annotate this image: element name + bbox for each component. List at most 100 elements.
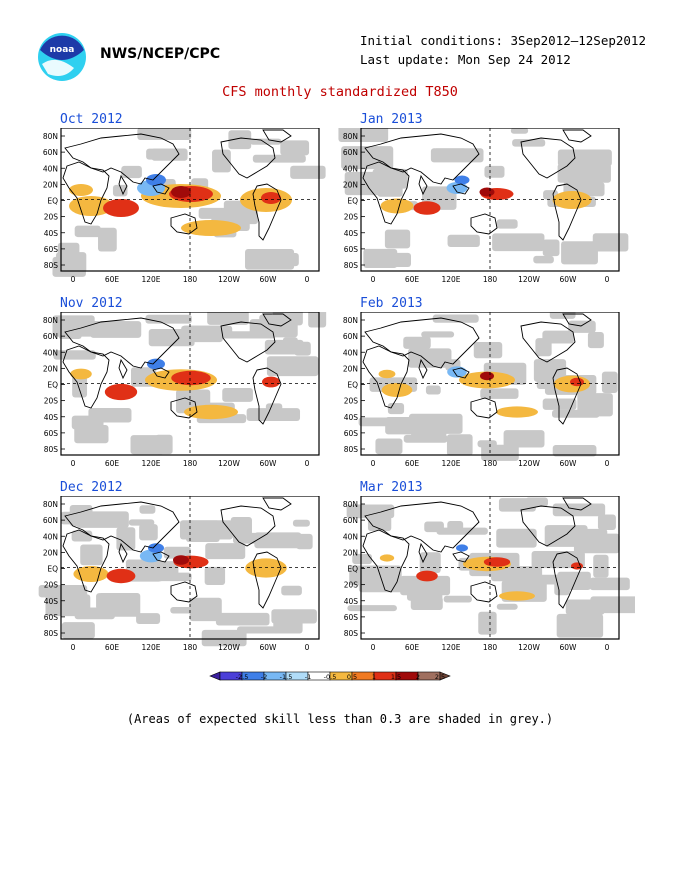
lat-tick-label: 40S — [44, 597, 59, 606]
panel-title: Jan 2013 — [360, 112, 423, 127]
colorbar-label: 1.5 — [391, 673, 401, 681]
lat-tick-label: 20S — [344, 581, 359, 590]
lon-tick-label: 120W — [518, 643, 540, 652]
lat-tick-label: 40S — [344, 229, 359, 238]
lon-tick-label: 0 — [605, 643, 610, 652]
lon-tick-label: 0 — [71, 459, 76, 468]
colorbar-label: 2 — [416, 673, 420, 681]
lon-tick-label: 0 — [371, 643, 376, 652]
lat-tick-label: 40N — [43, 532, 58, 541]
lat-tick-label: 60S — [44, 245, 59, 254]
lon-tick-label: 120W — [218, 459, 240, 468]
panel-title: Nov 2012 — [60, 296, 123, 311]
map-svg: 80N 60N 40N 20N EQ 20S 40S 60S 80S 0 60E 120E 180 120… — [343, 496, 635, 652]
lat-tick-label: 80S — [44, 629, 59, 638]
colorbar-low-arrow — [209, 671, 221, 681]
lon-tick-label: 60E — [405, 275, 420, 284]
lat-tick-label: 20N — [343, 364, 358, 373]
colorbar-label: 0.5 — [347, 673, 357, 681]
colorbar-label: 2.5 — [435, 673, 445, 681]
lat-tick-label: EQ — [47, 565, 58, 574]
lat-tick-label: 80N — [43, 500, 58, 509]
panel-title: Feb 2013 — [360, 296, 423, 311]
panel-nov-2012: Nov 2012 80N 60N 40N 20N EQ 20S 40S 60S 80S 0 60E 1… — [35, 296, 335, 476]
lat-tick-label: 60N — [343, 516, 358, 525]
lat-tick-label: 40N — [343, 532, 358, 541]
page-title: CFS monthly standardized T850 — [222, 84, 458, 100]
lon-tick-label: 0 — [305, 459, 310, 468]
lat-tick-label: EQ — [47, 381, 58, 390]
lon-tick-label: 120W — [518, 275, 540, 284]
lat-tick-label: EQ — [347, 565, 358, 574]
lon-tick-label: 120E — [441, 643, 460, 652]
panel-oct-2012: Oct 2012 80N 60N 40N 20N EQ 20S 40S 60S 80S 0 60E 1… — [35, 112, 335, 292]
colorbar-high-arrow — [439, 671, 451, 681]
lon-tick-label: 180 — [183, 275, 198, 284]
lat-tick-label: 80S — [44, 445, 59, 454]
lon-tick-label: 60W — [560, 459, 578, 468]
colorbar-label: -2 — [261, 673, 267, 681]
panel-feb-2013: Feb 2013 80N 60N 40N 20N EQ 20S 40S 60S 80S 0 60E 1… — [335, 296, 635, 476]
panel-title: Dec 2012 — [60, 480, 123, 495]
lat-tick-label: 60N — [343, 148, 358, 157]
lat-tick-label: 20S — [44, 581, 59, 590]
map-svg: 80N 60N 40N 20N EQ 20S 40S 60S 80S 0 60E 120E 180 120… — [338, 128, 629, 284]
map-svg: 80N 60N 40N 20N EQ 20S 40S 60S 80S 0 60E 120E 180 120… — [43, 312, 327, 468]
lon-tick-label: 120E — [141, 459, 160, 468]
lon-tick-label: 180 — [483, 643, 498, 652]
lat-tick-label: 60S — [344, 613, 359, 622]
lon-tick-label: 60W — [560, 643, 578, 652]
lat-tick-label: EQ — [347, 197, 358, 206]
lon-tick-label: 60E — [405, 459, 420, 468]
lat-tick-label: 20N — [43, 548, 58, 557]
lon-tick-label: 0 — [605, 275, 610, 284]
lat-tick-label: 20N — [43, 364, 58, 373]
org-label: NWS/NCEP/CPC — [100, 46, 221, 62]
map-svg: 80N 60N 40N 20N EQ 20S 40S 60S 80S 0 60E 120E 180 120… — [38, 496, 320, 652]
lon-tick-label: 180 — [183, 459, 198, 468]
lon-tick-label: 60E — [105, 643, 120, 652]
lat-tick-label: 20S — [344, 397, 359, 406]
lat-tick-label: 20N — [343, 180, 358, 189]
lon-tick-label: 120E — [141, 643, 160, 652]
lon-tick-label: 60W — [560, 275, 578, 284]
last-update: Last update: Mon Sep 24 2012 — [360, 52, 571, 67]
lat-tick-label: 60S — [344, 429, 359, 438]
colorbar-label: -1.5 — [280, 673, 293, 681]
lon-tick-label: 180 — [483, 459, 498, 468]
lon-tick-label: 60E — [105, 459, 120, 468]
lat-tick-label: 60N — [343, 332, 358, 341]
lon-tick-label: 180 — [183, 643, 198, 652]
lat-tick-label: 20S — [44, 213, 59, 222]
lon-tick-label: 60W — [260, 275, 278, 284]
lat-tick-label: EQ — [47, 197, 58, 206]
lon-tick-label: 180 — [483, 275, 498, 284]
lat-tick-label: 80S — [44, 261, 59, 270]
lon-tick-label: 0 — [371, 459, 376, 468]
lon-tick-label: 60W — [260, 643, 278, 652]
panel-dec-2012: Dec 2012 80N 60N 40N 20N EQ 20S 40S 60S 80S 0 60E 1… — [35, 480, 335, 660]
lon-tick-label: 120E — [441, 275, 460, 284]
map-svg: 80N 60N 40N 20N EQ 20S 40S 60S 80S 0 60E 120E 180 120… — [343, 312, 620, 468]
footnote: (Areas of expected skill less than 0.3 a… — [126, 712, 554, 726]
colorbar-label: -2.5 — [236, 673, 249, 681]
lat-tick-label: 20N — [343, 548, 358, 557]
colorbar-label: -1 — [305, 673, 311, 681]
lat-tick-label: EQ — [347, 381, 358, 390]
lon-tick-label: 120W — [218, 643, 240, 652]
lat-tick-label: 40S — [344, 597, 359, 606]
initial-conditions: Initial conditions: 3Sep2012–12Sep2012 — [360, 33, 646, 48]
panel-jan-2013: Jan 2013 80N 60N 40N 20N EQ 20S 40S 60S 80S 0 60E 1… — [335, 112, 635, 292]
map-svg: 80N 60N 40N 20N EQ 20S 40S 60S 80S 0 60E 120E 180 120… — [43, 128, 326, 284]
lon-tick-label: 0 — [305, 275, 310, 284]
lat-tick-label: 60N — [43, 516, 58, 525]
lat-tick-label: 20N — [43, 180, 58, 189]
lat-tick-label: 60S — [44, 613, 59, 622]
lat-tick-label: 40S — [344, 413, 359, 422]
colorbar-label: 1 — [372, 673, 376, 681]
lat-tick-label: 40S — [44, 229, 59, 238]
lat-tick-label: 80N — [43, 132, 58, 141]
lon-tick-label: 0 — [71, 275, 76, 284]
panel-title: Oct 2012 — [60, 112, 123, 127]
lat-tick-label: 80S — [344, 445, 359, 454]
